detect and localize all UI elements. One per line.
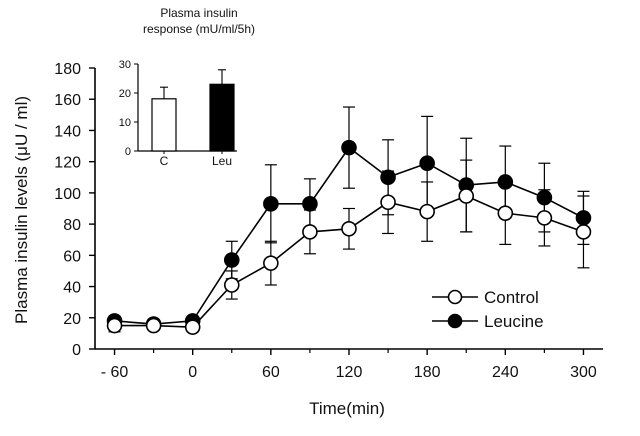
x-tick-label: 60 (262, 364, 280, 381)
x-tick-label: 300 (570, 364, 597, 381)
data-point (380, 194, 396, 211)
y-tick-label: 0 (72, 342, 81, 359)
data-point (341, 139, 357, 156)
x-tick-label: 180 (414, 364, 441, 381)
x-tick-label: 0 (188, 364, 197, 381)
legend-label: Control (484, 288, 539, 307)
inset-y-tick-label: 20 (119, 88, 131, 100)
legend: Control Leucine (432, 288, 544, 331)
x-tick-label: 240 (492, 364, 519, 381)
y-tick-label: 100 (54, 186, 81, 203)
y-tick-label: 180 (54, 61, 81, 78)
inset-y-tick-label: 10 (119, 117, 131, 129)
inset-y-tick-label: 0 (125, 146, 131, 158)
legend-label: Leucine (484, 312, 544, 331)
data-point (263, 196, 279, 212)
y-tick-label: 20 (63, 311, 81, 328)
y-tick-label: 40 (63, 280, 81, 297)
inset-title: Plasma insulin (160, 6, 237, 20)
inset-category-label: C (160, 154, 169, 168)
inset-bar-chart: Plasma insulin response (mU/ml/5h) 0 10 20 30… (119, 6, 255, 168)
data-point (341, 220, 357, 237)
data-point (575, 224, 592, 240)
data-point (302, 224, 318, 240)
data-point (302, 196, 318, 212)
y-tick-label: 60 (63, 248, 81, 265)
series-control (106, 159, 592, 335)
data-point (263, 255, 279, 271)
data-point (497, 205, 514, 221)
legend-marker (447, 289, 463, 305)
y-tick-label: 80 (63, 217, 81, 234)
inset-bar (209, 83, 235, 152)
x-axis-label: Time(min) (309, 399, 385, 418)
data-point (223, 252, 240, 268)
data-point (536, 210, 553, 226)
data-point (184, 319, 201, 335)
data-point (145, 317, 162, 334)
inset-title: response (mU/ml/5h) (143, 22, 255, 36)
data-point (419, 155, 435, 172)
inset-bar (151, 98, 177, 152)
y-tick-label: 140 (54, 123, 81, 140)
y-axis-label: Plasma insulin levels (μU / ml) (12, 96, 31, 324)
legend-marker (447, 313, 463, 329)
x-tick-label: - 60 (101, 364, 129, 381)
data-point (458, 188, 475, 204)
data-point (419, 203, 435, 220)
y-tick-label: 120 (54, 155, 81, 172)
inset-category-label: Leu (212, 154, 232, 168)
data-point (223, 277, 240, 293)
inset-y-tick-label: 30 (119, 59, 131, 71)
data-point (106, 317, 123, 334)
y-tick-label: 160 (54, 92, 81, 109)
x-tick-label: 120 (336, 364, 363, 381)
